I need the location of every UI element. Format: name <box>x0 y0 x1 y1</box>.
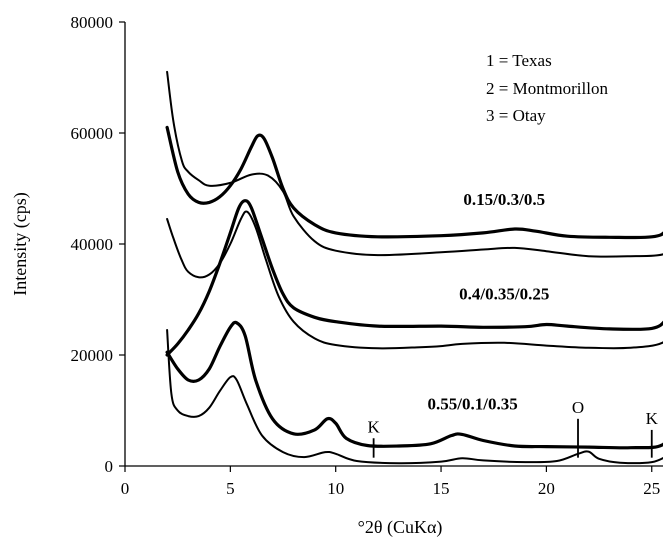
y-tick-label: 0 <box>105 457 114 476</box>
series-line-3 <box>165 199 663 357</box>
y-tick-label: 20000 <box>71 346 114 365</box>
x-tick-label: 0 <box>121 479 130 498</box>
y-tick-label: 80000 <box>71 13 114 32</box>
composition-label: 0.15/0.3/0.5 <box>463 190 545 209</box>
series-line-2 <box>166 70 663 258</box>
composition-label: 0.4/0.35/0.25 <box>459 285 549 304</box>
legend-entry-texas: 1 = Texas <box>486 51 552 70</box>
legend-entry-otay: 3 = Otay <box>486 106 546 125</box>
legend-entry-montmorillon: 2 = Montmorillon <box>486 79 608 98</box>
reference-markers: K O K <box>367 398 659 458</box>
series-line-4 <box>166 210 663 350</box>
series-line-5 <box>165 320 663 450</box>
annotations: 0.15/0.3/0.5 0.4/0.35/0.25 0.55/0.1/0.35 <box>428 190 550 413</box>
reference-marker-label: O <box>572 398 584 417</box>
y-axis-title: Intensity (cps) <box>10 192 31 295</box>
y-tick-label: 60000 <box>71 124 114 143</box>
x-tick-label: 15 <box>433 479 450 498</box>
series-line-1 <box>165 125 663 240</box>
x-ticks: 051015202530 <box>121 466 660 498</box>
reference-marker-label: K <box>646 409 659 428</box>
y-ticks: 0 20000 40000 60000 80000 <box>71 13 125 476</box>
x-tick-label: 10 <box>327 479 344 498</box>
reference-marker-label: K <box>367 417 380 436</box>
x-tick-label: 20 <box>538 479 555 498</box>
y-tick-label: 40000 <box>71 235 114 254</box>
data-curves <box>165 70 663 465</box>
x-tick-label: 5 <box>226 479 235 498</box>
legend: 1 = Texas 2 = Montmorillon 3 = Otay <box>486 51 608 125</box>
composition-label: 0.55/0.1/0.35 <box>428 394 518 413</box>
x-axis-title: °2θ (CuKα) <box>358 517 443 538</box>
series-line-6 <box>166 329 663 465</box>
x-tick-label: 25 <box>643 479 660 498</box>
